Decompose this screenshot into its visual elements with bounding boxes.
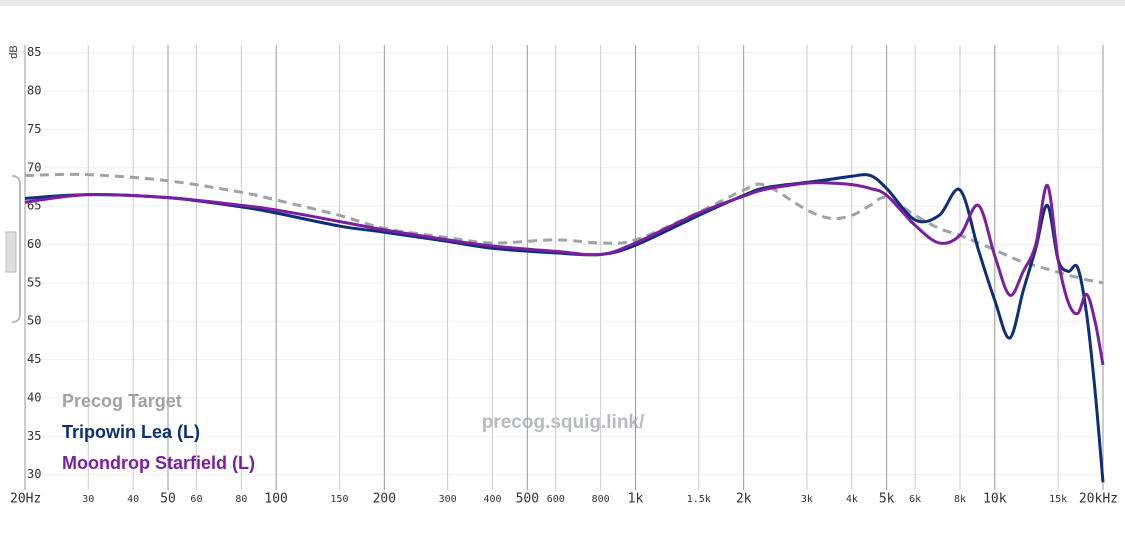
y-tick-label: 35 bbox=[27, 429, 41, 443]
scroll-handle bbox=[5, 231, 17, 273]
x-tick-label: 1k bbox=[628, 492, 644, 507]
x-tick-label: 4k bbox=[846, 494, 858, 505]
y-tick-label: 80 bbox=[27, 84, 41, 98]
legend-entry: Tripowin Lea (L) bbox=[62, 422, 200, 442]
x-tick-label: 20Hz bbox=[10, 492, 41, 507]
x-tick-label: 10k bbox=[983, 492, 1007, 507]
x-tick-label: 1.5k bbox=[687, 494, 711, 505]
x-tick-label: 40 bbox=[127, 494, 139, 505]
scroll-bracket bbox=[11, 175, 21, 323]
y-tick-label: 75 bbox=[27, 122, 41, 136]
legend-entry: Moondrop Starfield (L) bbox=[62, 453, 255, 473]
x-tick-label: 150 bbox=[330, 494, 348, 505]
x-tick-label: 5k bbox=[879, 492, 895, 507]
x-tick-label: 500 bbox=[516, 492, 539, 507]
x-tick-label: 80 bbox=[235, 494, 247, 505]
y-tick-label: 45 bbox=[27, 352, 41, 366]
y-tick-label: 70 bbox=[27, 160, 41, 174]
y-tick-label: 50 bbox=[27, 314, 41, 328]
y-tick-label: 30 bbox=[27, 467, 41, 481]
legend-entry: Precog Target bbox=[62, 391, 182, 411]
x-tick-label: 2k bbox=[736, 492, 752, 507]
x-tick-label: 3k bbox=[801, 494, 813, 505]
x-tick-label: 6k bbox=[909, 494, 921, 505]
x-tick-label: 100 bbox=[264, 492, 287, 507]
x-tick-label: 60 bbox=[190, 494, 202, 505]
x-tick-label: 300 bbox=[439, 494, 457, 505]
x-tick-label: 200 bbox=[373, 492, 396, 507]
x-tick-label: 30 bbox=[82, 494, 94, 505]
x-tick-label: 15k bbox=[1049, 494, 1067, 505]
y-tick-label: 55 bbox=[27, 275, 41, 289]
y-tick-label: 85 bbox=[27, 45, 41, 59]
x-tick-label: 20kHz bbox=[1079, 492, 1118, 507]
top-bar bbox=[0, 0, 1125, 6]
y-axis-label: dB bbox=[8, 45, 20, 58]
series-line bbox=[24, 181, 1105, 366]
watermark: precog.squig.link/ bbox=[482, 412, 645, 433]
x-tick-label: 400 bbox=[483, 494, 501, 505]
x-tick-label: 800 bbox=[592, 494, 610, 505]
y-tick-label: 40 bbox=[27, 390, 41, 404]
series-line bbox=[24, 172, 1104, 285]
x-tick-label: 600 bbox=[547, 494, 565, 505]
x-tick-label: 8k bbox=[954, 494, 966, 505]
x-tick-label: 50 bbox=[160, 492, 176, 507]
y-tick-label: 60 bbox=[27, 237, 41, 251]
